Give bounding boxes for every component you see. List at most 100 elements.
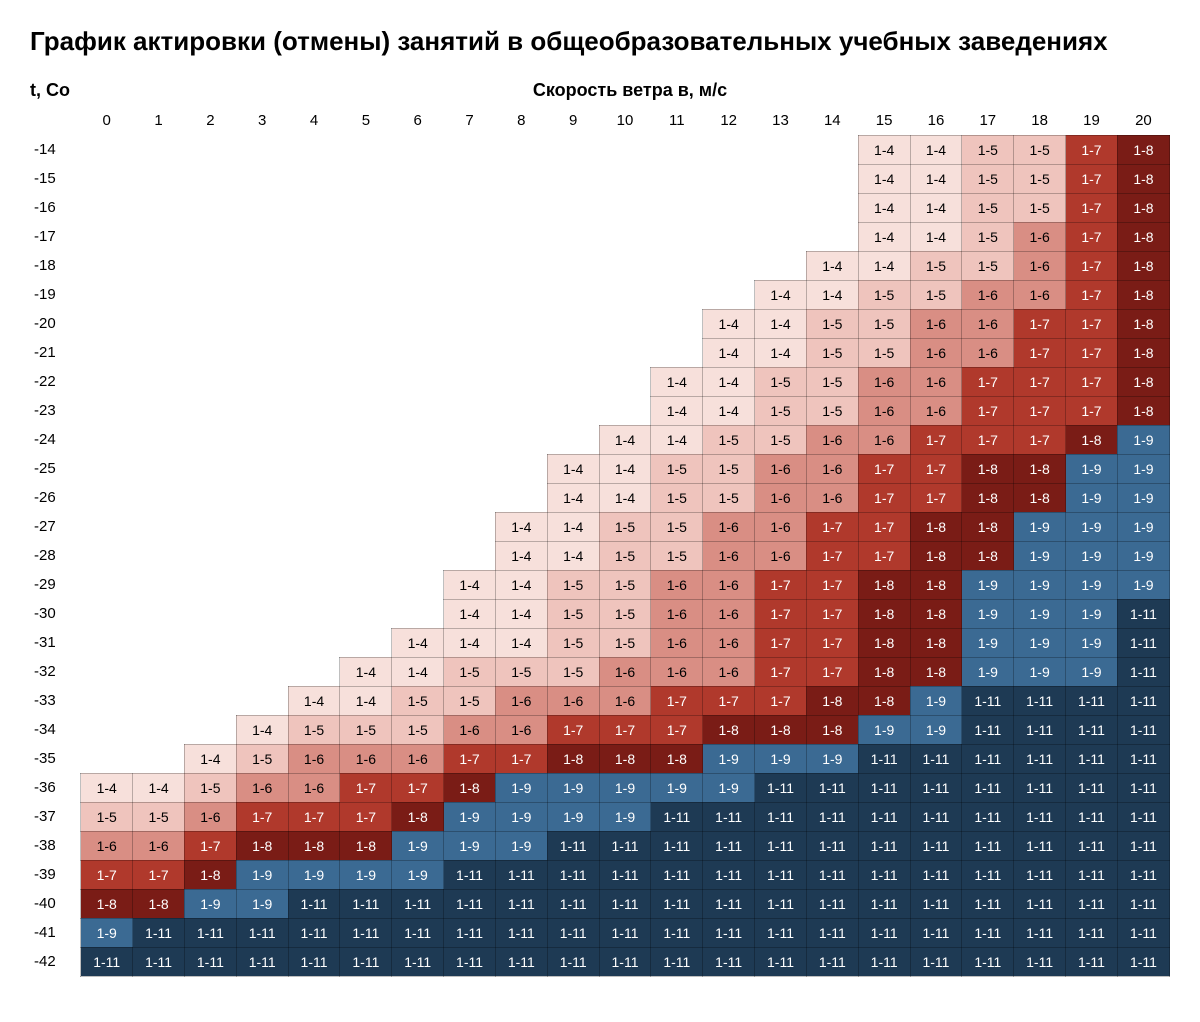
heatmap-cell: 1-4 bbox=[703, 309, 755, 338]
empty-cell bbox=[288, 222, 340, 251]
temp-row-header: -20 bbox=[30, 309, 81, 338]
empty-cell bbox=[236, 483, 288, 512]
heatmap-cell: 1-8 bbox=[599, 744, 651, 773]
heatmap-cell: 1-11 bbox=[495, 860, 547, 889]
heatmap-cell: 1-8 bbox=[858, 570, 910, 599]
heatmap-cell: 1-5 bbox=[703, 425, 755, 454]
heatmap-cell: 1-4 bbox=[392, 628, 444, 657]
heatmap-cell: 1-8 bbox=[910, 657, 962, 686]
heatmap-cell: 1-11 bbox=[755, 860, 807, 889]
heatmap-cell: 1-11 bbox=[858, 947, 910, 976]
wind-col-header: 0 bbox=[81, 107, 133, 136]
heatmap-cell: 1-11 bbox=[184, 918, 236, 947]
heatmap-cell: 1-11 bbox=[755, 802, 807, 831]
empty-cell bbox=[133, 222, 185, 251]
heatmap-cell: 1-11 bbox=[703, 947, 755, 976]
heatmap-cell: 1-11 bbox=[962, 686, 1014, 715]
heatmap-cell: 1-9 bbox=[495, 831, 547, 860]
empty-cell bbox=[288, 251, 340, 280]
heatmap-cell: 1-9 bbox=[599, 802, 651, 831]
heatmap-cell: 1-11 bbox=[910, 889, 962, 918]
heatmap-cell: 1-11 bbox=[1117, 802, 1169, 831]
heatmap-cell: 1-5 bbox=[651, 512, 703, 541]
empty-cell bbox=[806, 193, 858, 222]
empty-cell bbox=[288, 570, 340, 599]
heatmap-cell: 1-11 bbox=[288, 918, 340, 947]
heatmap-cell: 1-6 bbox=[1014, 251, 1066, 280]
heatmap-cell: 1-5 bbox=[755, 425, 807, 454]
empty-cell bbox=[184, 280, 236, 309]
heatmap-cell: 1-11 bbox=[858, 744, 910, 773]
empty-cell bbox=[288, 338, 340, 367]
empty-cell bbox=[184, 541, 236, 570]
temp-row: -241-41-41-51-51-61-61-71-71-71-81-9 bbox=[30, 425, 1170, 454]
heatmap-cell: 1-11 bbox=[1066, 715, 1118, 744]
empty-cell bbox=[184, 454, 236, 483]
empty-cell bbox=[133, 628, 185, 657]
empty-cell bbox=[288, 396, 340, 425]
empty-cell bbox=[547, 135, 599, 164]
heatmap-cell: 1-6 bbox=[340, 744, 392, 773]
empty-cell bbox=[184, 599, 236, 628]
heatmap-cell: 1-5 bbox=[962, 251, 1014, 280]
empty-cell bbox=[495, 396, 547, 425]
temp-row-header: -40 bbox=[30, 889, 81, 918]
heatmap-cell: 1-7 bbox=[547, 715, 599, 744]
heatmap-cell: 1-7 bbox=[1066, 280, 1118, 309]
heatmap-cell: 1-11 bbox=[599, 831, 651, 860]
heatmap-cell: 1-11 bbox=[1117, 918, 1169, 947]
empty-cell bbox=[703, 135, 755, 164]
heatmap-cell: 1-6 bbox=[858, 367, 910, 396]
heatmap-cell: 1-11 bbox=[236, 918, 288, 947]
empty-cell bbox=[392, 309, 444, 338]
heatmap-cell: 1-5 bbox=[858, 280, 910, 309]
temp-row-header: -34 bbox=[30, 715, 81, 744]
temp-row: -181-41-41-51-51-61-71-8 bbox=[30, 251, 1170, 280]
heatmap-cell: 1-4 bbox=[288, 686, 340, 715]
heatmap-cell: 1-11 bbox=[1117, 860, 1169, 889]
heatmap-cell: 1-7 bbox=[1066, 309, 1118, 338]
empty-cell bbox=[184, 657, 236, 686]
empty-cell bbox=[495, 251, 547, 280]
heatmap-cell: 1-9 bbox=[340, 860, 392, 889]
empty-cell bbox=[340, 454, 392, 483]
heatmap-cell: 1-11 bbox=[444, 860, 496, 889]
empty-cell bbox=[81, 251, 133, 280]
empty-cell bbox=[599, 309, 651, 338]
temp-row: -191-41-41-51-51-61-61-71-8 bbox=[30, 280, 1170, 309]
heatmap-cell: 1-5 bbox=[962, 164, 1014, 193]
heatmap-cell: 1-9 bbox=[1014, 599, 1066, 628]
heatmap-cell: 1-11 bbox=[1014, 744, 1066, 773]
heatmap-cell: 1-11 bbox=[755, 947, 807, 976]
heatmap-cell: 1-5 bbox=[755, 396, 807, 425]
temp-row: -271-41-41-51-51-61-61-71-71-81-81-91-91… bbox=[30, 512, 1170, 541]
empty-cell bbox=[599, 338, 651, 367]
empty-cell bbox=[236, 512, 288, 541]
empty-cell bbox=[133, 280, 185, 309]
heatmap-cell: 1-8 bbox=[910, 628, 962, 657]
heatmap-cell: 1-11 bbox=[962, 918, 1014, 947]
empty-cell bbox=[340, 425, 392, 454]
empty-cell bbox=[288, 512, 340, 541]
heatmap-cell: 1-11 bbox=[1117, 744, 1169, 773]
heatmap-cell: 1-6 bbox=[599, 686, 651, 715]
heatmap-cell: 1-11 bbox=[910, 860, 962, 889]
empty-cell bbox=[599, 193, 651, 222]
heatmap-cell: 1-11 bbox=[703, 860, 755, 889]
empty-cell bbox=[444, 280, 496, 309]
empty-cell bbox=[133, 309, 185, 338]
y-axis-label: t, Со bbox=[30, 80, 90, 101]
heatmap-cell: 1-11 bbox=[1014, 918, 1066, 947]
empty-cell bbox=[184, 338, 236, 367]
heatmap-cell: 1-4 bbox=[547, 541, 599, 570]
heatmap-cell: 1-9 bbox=[236, 860, 288, 889]
heatmap-cell: 1-11 bbox=[703, 831, 755, 860]
empty-cell bbox=[651, 251, 703, 280]
heatmap-cell: 1-11 bbox=[599, 860, 651, 889]
heatmap-cell: 1-11 bbox=[651, 860, 703, 889]
empty-cell bbox=[288, 628, 340, 657]
heatmap-cell: 1-7 bbox=[755, 686, 807, 715]
heatmap-cell: 1-9 bbox=[236, 889, 288, 918]
heatmap-cell: 1-5 bbox=[703, 454, 755, 483]
heatmap-cell: 1-4 bbox=[703, 396, 755, 425]
